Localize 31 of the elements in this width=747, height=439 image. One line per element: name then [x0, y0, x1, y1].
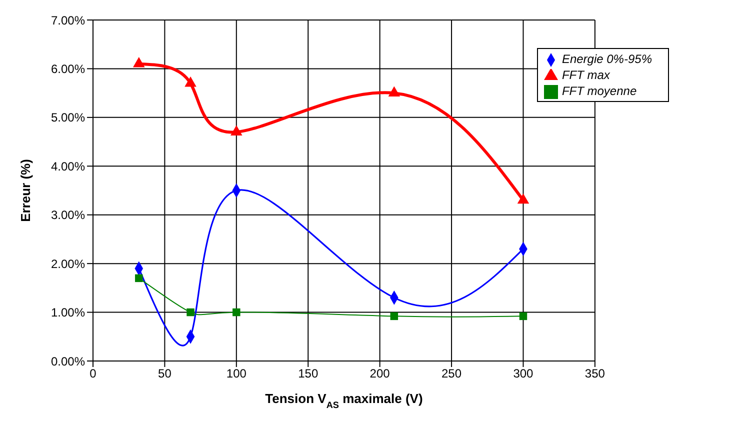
point	[388, 86, 400, 96]
point	[517, 193, 530, 204]
point	[390, 312, 398, 320]
y-tick-label: 3.00%	[50, 208, 86, 222]
y-tick-label: 0.00%	[50, 354, 86, 368]
y-tick-label: 4.00%	[50, 159, 86, 174]
x-tick-label: 150	[298, 366, 318, 381]
x-tick-label: 300	[513, 366, 534, 381]
x-tick-label: 50	[158, 366, 172, 381]
point	[519, 312, 528, 320]
legend-label: FFT max	[562, 68, 610, 82]
x-tick-label: 350	[584, 366, 606, 381]
y-axis-title: Erreur (%)	[18, 159, 33, 222]
x-tick-label: 0	[90, 366, 97, 381]
point	[230, 125, 242, 136]
point	[232, 308, 240, 316]
y-tick-label: 1.00%	[50, 306, 86, 320]
point	[184, 76, 196, 87]
x-tick-label: 200	[370, 366, 390, 381]
point	[133, 57, 145, 68]
legend-label: FFT moyenne	[562, 84, 637, 98]
x-axis-title: Tension V$_{AS}$ maximale (V)	[265, 391, 423, 410]
legend-label: Energie 0%-95%	[562, 52, 652, 66]
y-tick-label: 7.00%	[50, 13, 86, 28]
point	[135, 274, 143, 282]
y-tick-label: 6.00%	[50, 62, 86, 76]
y-tick-label: 2.00%	[50, 256, 86, 271]
x-tick-label: 250	[442, 366, 462, 381]
x-tick-label: 100	[226, 366, 247, 381]
point	[186, 308, 194, 316]
y-tick-label: 5.00%	[50, 110, 86, 125]
